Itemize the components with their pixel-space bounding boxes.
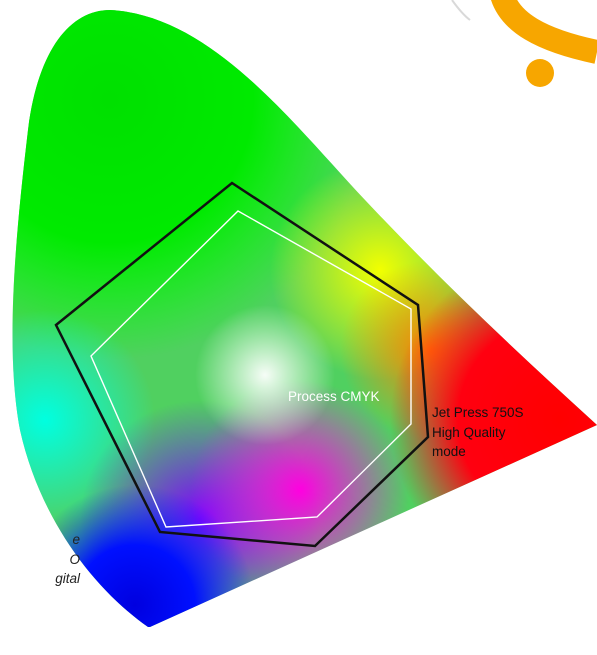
jet-press-gamut-outline [54, 181, 430, 548]
cropped-side-text-line-2: O [69, 551, 80, 567]
jet-press-label-line-1: Jet Press 750S [432, 405, 524, 420]
jet-press-label: Jet Press 750S High Quality mode [432, 403, 562, 462]
cropped-side-text-line-3: gital [55, 571, 80, 586]
orange-arc-decoration [491, 0, 597, 64]
cropped-side-text-line-1: e [72, 532, 80, 547]
process-cmyk-label: Process CMYK [288, 389, 380, 404]
jet-press-label-line-2: High Quality [432, 424, 506, 440]
thin-arc-decoration [451, 0, 471, 21]
orange-dot-decoration [526, 59, 554, 87]
jet-press-label-line-3: mode [432, 444, 466, 459]
cropped-side-text: e O gital [0, 530, 80, 589]
process-cmyk-gamut-outline [90, 210, 412, 528]
